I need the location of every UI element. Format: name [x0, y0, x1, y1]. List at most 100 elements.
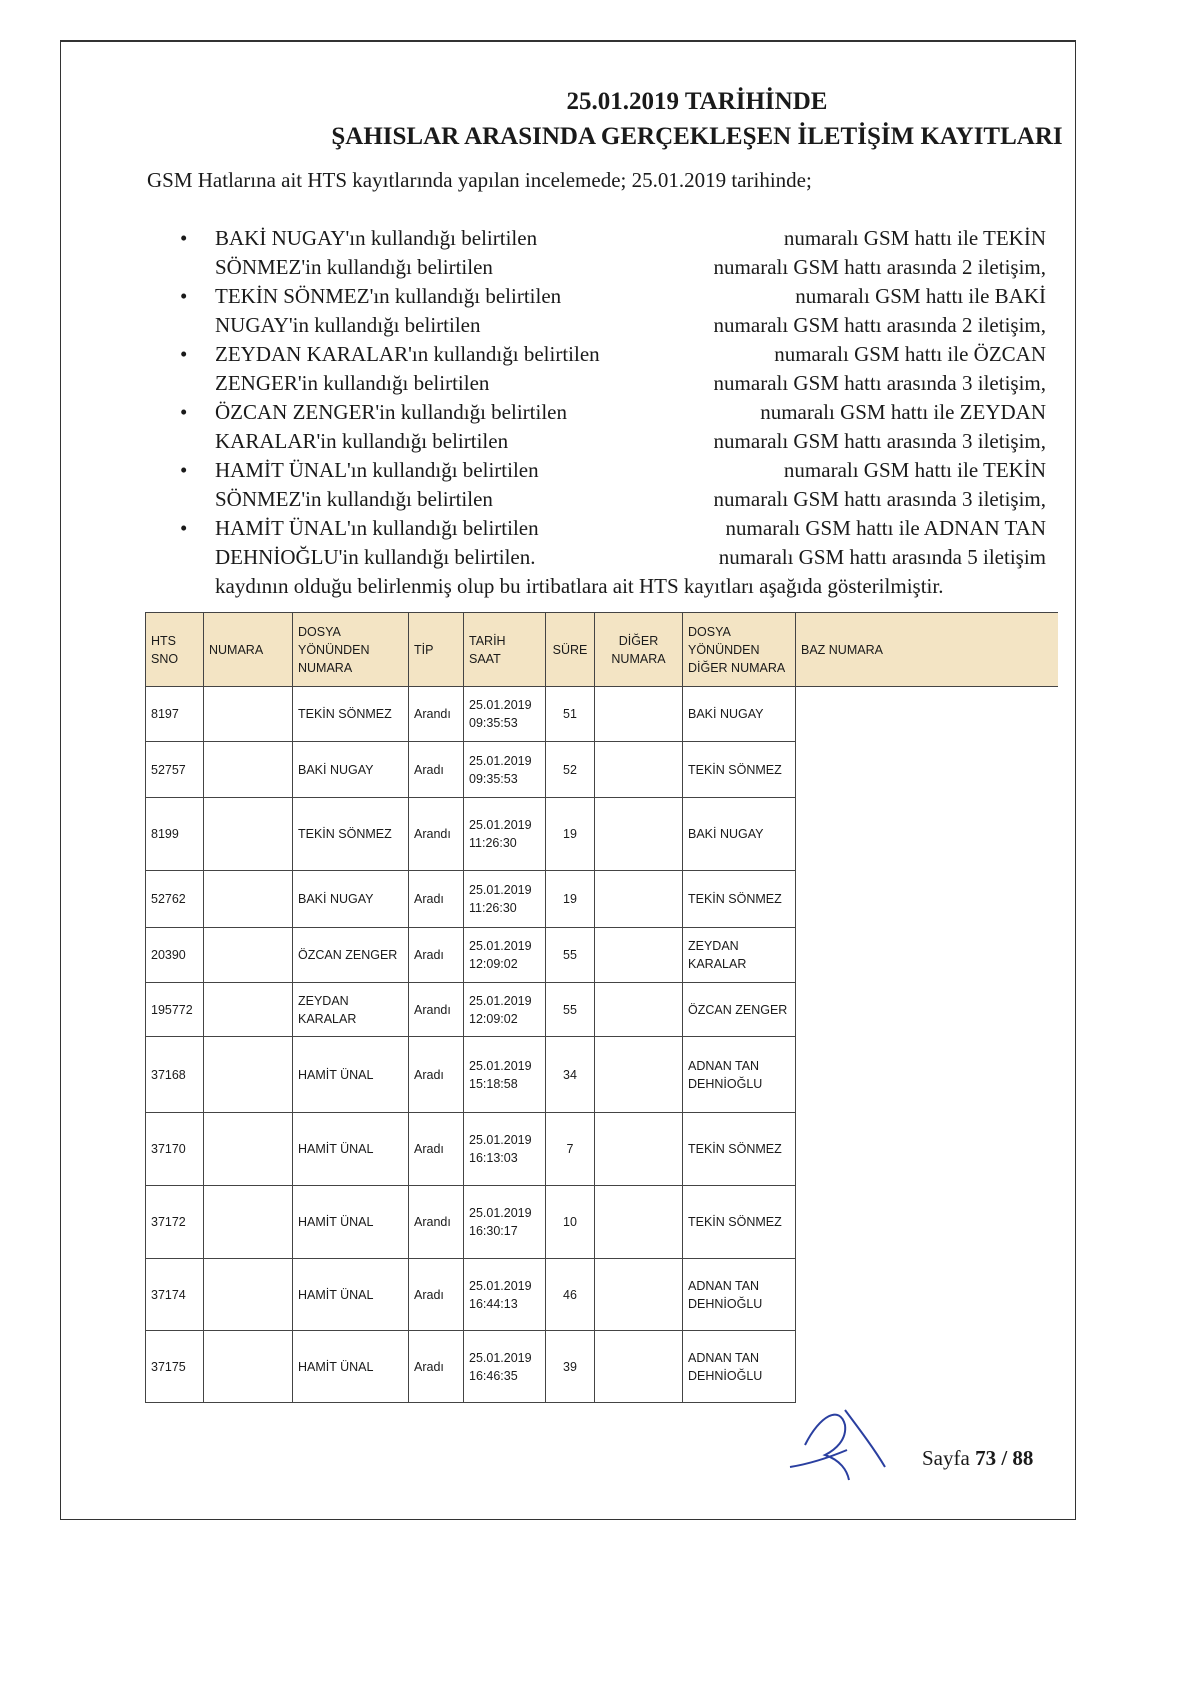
date: 25.01.2019	[469, 1278, 532, 1293]
date: 25.01.2019	[469, 753, 532, 768]
bullet-continuation: ZENGER'in kullandığı belirtilen numaralı …	[180, 369, 1046, 398]
numara	[203, 686, 293, 742]
dosya-diger-numara: TEKİN SÖNMEZ	[682, 1112, 796, 1186]
time: 09:35:53	[469, 716, 518, 730]
diger-numara	[594, 870, 683, 928]
hts-table: HTS SNO NUMARA DOSYA YÖNÜNDEN NUMARA TİP TAR…	[145, 612, 1058, 1403]
diger-numara	[594, 1185, 683, 1259]
time: 16:46:35	[469, 1368, 518, 1383]
bullet-right-text: numaralı GSM hattı ile BAKİ	[795, 284, 1046, 308]
sure: 51	[545, 686, 595, 742]
bullet-right-text: numaralı GSM hattı arasında 5 iletişim	[718, 545, 1046, 569]
tip: Aradı	[408, 1330, 464, 1403]
dosya-diger-numara: ADNAN TAN DEHNİOĞLU	[682, 1036, 796, 1113]
column-header: TİP	[408, 612, 464, 687]
time: 11:26:30	[469, 901, 517, 915]
hts-sno: 8199	[145, 797, 204, 871]
bullet-left-text: HAMİT ÜNAL'ın kullandığı belirtilen	[215, 458, 539, 482]
diger-numara	[594, 1258, 683, 1331]
numara	[203, 1185, 293, 1259]
diger-numara	[594, 1112, 683, 1186]
tip: Aradı	[408, 870, 464, 928]
diger-numara	[594, 741, 683, 798]
bullet-list: • BAKİ NUGAY'ın kullandığı belirtilen numa…	[180, 224, 1046, 601]
diger-numara	[594, 686, 683, 742]
tip: Arandı	[408, 982, 464, 1037]
bullet-left-text: NUGAY'in kullandığı belirtilen	[215, 313, 481, 337]
tarih-saat: 25.01.2019 16:13:03	[463, 1112, 546, 1186]
date: 25.01.2019	[469, 1133, 532, 1147]
table-row: 37168 HAMİT ÜNAL Aradı 25.01.2019 15:18:5…	[145, 1036, 1059, 1113]
table-row: 37170 HAMİT ÜNAL Aradı 25.01.2019 16:13:0…	[145, 1112, 1059, 1186]
dosya-numara: HAMİT ÜNAL	[292, 1036, 409, 1113]
current-page: 73	[975, 1446, 997, 1470]
bullet-continuation: NUGAY'in kullandığı belirtilen numaralı G…	[180, 311, 1046, 340]
tip: Aradı	[408, 1112, 464, 1186]
dosya-diger-numara: TEKİN SÖNMEZ	[682, 741, 796, 798]
table-row: 195772 ZEYDAN KARALAR Arandı 25.01.2019 1…	[145, 982, 1059, 1037]
hts-sno: 8197	[145, 686, 204, 742]
hts-sno: 20390	[145, 927, 204, 983]
time: 16:44:13	[469, 1296, 518, 1311]
bullet-continuation: DEHNİOĞLU'in kullandığı belirtilen. numar…	[180, 543, 1046, 572]
date: 25.01.2019	[469, 1206, 532, 1220]
bullet-right-text: numaralı GSM hattı ile ADNAN TAN	[725, 516, 1047, 540]
column-header: DOSYA YÖNÜNDEN DİĞER NUMARA	[682, 612, 796, 687]
diger-numara	[594, 927, 683, 983]
sure: 19	[545, 870, 595, 928]
table-row: 20390 ÖZCAN ZENGER Aradı 25.01.2019 12:09…	[145, 927, 1059, 983]
diger-numara	[594, 797, 683, 871]
dosya-diger-numara: TEKİN SÖNMEZ	[682, 870, 796, 928]
sure: 10	[545, 1185, 595, 1259]
date: 25.01.2019	[469, 1350, 532, 1365]
diger-numara	[594, 982, 683, 1037]
column-header: NUMARA	[203, 612, 293, 687]
dosya-numara: HAMİT ÜNAL	[292, 1112, 409, 1186]
column-header: BAZ NUMARA	[795, 612, 1058, 687]
dosya-numara: ÖZCAN ZENGER	[292, 927, 409, 983]
hts-sno: 37170	[145, 1112, 204, 1186]
sure: 55	[545, 982, 595, 1037]
page-number: Sayfa 73 / 88	[922, 1446, 1033, 1471]
total-pages: 88	[1012, 1446, 1034, 1470]
time: 15:18:58	[469, 1076, 518, 1091]
table-row: 8197 TEKİN SÖNMEZ Arandı 25.01.2019 09:35…	[145, 686, 1059, 742]
bullet-right-text: numaralı GSM hattı arasında 2 iletişim,	[713, 313, 1046, 337]
date: 25.01.2019	[469, 993, 532, 1008]
signature	[789, 1409, 886, 1481]
date: 25.01.2019	[469, 818, 532, 832]
bullet-right-text: numaralı GSM hattı arasında 3 iletişim,	[713, 429, 1046, 453]
tarih-saat: 25.01.2019 12:09:02	[463, 982, 546, 1037]
bullet-item: • TEKİN SÖNMEZ'ın kullandığı belirtilen nu…	[180, 282, 1046, 311]
numara	[203, 927, 293, 983]
hts-sno: 52757	[145, 741, 204, 798]
dosya-numara: BAKİ NUGAY	[292, 741, 409, 798]
tarih-saat: 25.01.2019 16:30:17	[463, 1185, 546, 1259]
tip: Aradı	[408, 1036, 464, 1113]
table-row: 37174 HAMİT ÜNAL Aradı 25.01.2019 16:44:1…	[145, 1258, 1059, 1331]
bullet-left-text: HAMİT ÜNAL'ın kullandığı belirtilen	[215, 516, 539, 540]
bullet-continuation: KARALAR'in kullandığı belirtilen numaralı…	[180, 427, 1046, 456]
sure: 34	[545, 1036, 595, 1113]
dosya-numara: TEKİN SÖNMEZ	[292, 797, 409, 871]
bullet-item: • BAKİ NUGAY'ın kullandığı belirtilen numa…	[180, 224, 1046, 253]
table-row: 52757 BAKİ NUGAY Aradı 25.01.2019 09:35:5…	[145, 741, 1059, 798]
bullet-left-text: SÖNMEZ'in kullandığı belirtilen	[215, 255, 493, 279]
dosya-numara: BAKİ NUGAY	[292, 870, 409, 928]
page-title-line2: ŞAHISLAR ARASINDA GERÇEKLEŞEN İLETİŞİM K…	[331, 123, 1063, 150]
bullet-right-text: numaralı GSM hattı ile ÖZCAN	[774, 342, 1046, 366]
bullet-right-text: numaralı GSM hattı arasında 2 iletişim,	[713, 255, 1046, 279]
bullet-left-text: ZENGER'in kullandığı belirtilen	[215, 371, 490, 395]
bullet-left-text: KARALAR'in kullandığı belirtilen	[215, 429, 509, 453]
tip: Arandı	[408, 686, 464, 742]
tarih-saat: 25.01.2019 16:44:13	[463, 1258, 546, 1331]
bullet-item: • ZEYDAN KARALAR'ın kullandığı belirtilen…	[180, 340, 1046, 369]
bullet-left-text: ÖZCAN ZENGER'in kullandığı belirtilen	[215, 400, 567, 424]
hts-sno: 37172	[145, 1185, 204, 1259]
numara	[203, 797, 293, 871]
tip: Aradı	[408, 927, 464, 983]
sure: 46	[545, 1258, 595, 1331]
tarih-saat: 25.01.2019 11:26:30	[463, 870, 546, 928]
tip: Aradı	[408, 741, 464, 798]
bullet-left-text: BAKİ NUGAY'ın kullandığı belirtilen	[215, 226, 538, 250]
